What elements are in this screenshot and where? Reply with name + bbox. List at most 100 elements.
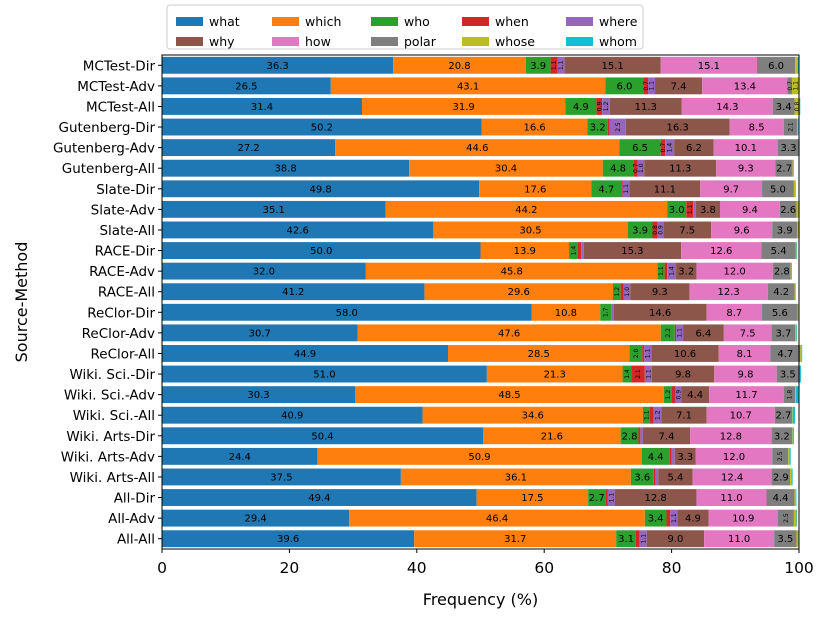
bar-wiki-sci-adv-where: [675, 386, 682, 404]
bar-reclor-dir-why: [613, 303, 707, 321]
bar-gutenberg-all-what: [162, 159, 410, 177]
y-tick-label-mctest-all: MCTest-All: [86, 99, 155, 115]
bar-race-adv-polar: [772, 262, 791, 280]
bar-gutenberg-adv-how: [713, 139, 778, 157]
bar-mctest-dir-when: [550, 56, 558, 74]
bar-reclor-all-whom: [801, 345, 803, 362]
bar-mctest-all-why: [609, 98, 682, 115]
bar-wiki-sci-adv-why: [681, 386, 710, 404]
legend-label-whom: whom: [599, 34, 637, 49]
bar-wiki-sci-adv-how: [709, 386, 784, 404]
x-tick-label-0: 0: [157, 559, 167, 577]
y-tick-label-wiki-arts-all: Wiki. Arts-All: [70, 470, 155, 486]
legend-label-which: which: [305, 14, 341, 29]
data-label-wiki-arts-adv-how: 12.0: [723, 452, 745, 463]
bar-reclor-adv-who: [660, 324, 675, 342]
legend-label-what: what: [209, 14, 240, 29]
data-label-all-dir-why: 12.8: [645, 493, 667, 504]
data-label-mctest-all-polar: 3.4: [776, 102, 792, 113]
data-label-wiki-arts-all-which: 36.1: [505, 472, 527, 483]
data-label-slate-all-why: 7.5: [679, 225, 695, 236]
bar-race-adv-whom: [791, 262, 792, 280]
bar-mctest-dir-how: [660, 56, 757, 74]
data-label-mctest-all-who: 4.9: [573, 102, 589, 113]
bar-slate-all-why: [663, 221, 712, 239]
legend-swatch-where: [566, 17, 593, 26]
bar-wiki-arts-dir-whose: [791, 427, 793, 445]
data-label-reclor-adv-polar: 3.7: [775, 328, 791, 339]
bar-gutenberg-all-how: [716, 159, 776, 177]
data-label-all-adv-where: 1.1: [671, 513, 678, 523]
data-label-mctest-adv-where: 1.1: [649, 81, 656, 91]
data-label-wiki-arts-dir-why: 7.4: [659, 431, 675, 442]
data-label-wiki-arts-adv-who: 4.4: [648, 452, 664, 463]
bar-race-all-where: [623, 283, 631, 301]
data-label-all-all-who: 3.1: [618, 534, 634, 545]
bar-race-adv-why: [676, 262, 697, 280]
data-label-reclor-all-which: 28.5: [528, 349, 550, 360]
y-tick-label-race-adv: RACE-Adv: [89, 264, 155, 280]
data-label-race-dir-what: 50.0: [310, 246, 332, 257]
bar-mctest-all-which: [362, 98, 566, 115]
x-tick-label-80: 80: [662, 559, 682, 577]
y-tick-label-slate-adv: Slate-Adv: [91, 202, 155, 218]
data-label-all-adv-which: 46.4: [486, 514, 508, 525]
bar-slate-adv-which: [385, 200, 668, 218]
bar-reclor-adv-whom: [796, 324, 798, 342]
bar-slate-adv-polar: [779, 200, 797, 218]
data-label-gutenberg-all-where: 1.0: [638, 163, 645, 173]
bar-slate-dir-polar: [762, 180, 794, 198]
bar-mctest-dir-where: [557, 56, 565, 74]
data-label-wiki-arts-all-polar: 2.9: [773, 472, 789, 483]
data-label-mctest-all-how: 14.3: [716, 102, 738, 113]
data-label-slate-adv-polar: 2.6: [780, 205, 796, 216]
data-label-reclor-all-where: 1.1: [645, 349, 652, 359]
bar-slate-dir-when: [621, 180, 623, 198]
bar-wiki-arts-adv-where: [671, 447, 675, 465]
data-label-race-dir-how: 12.6: [710, 246, 732, 257]
y-tick-label-wiki-arts-adv: Wiki. Arts-Adv: [61, 449, 155, 465]
bar-reclor-dir-how: [706, 303, 763, 321]
data-label-wiki-arts-adv-which: 50.9: [468, 452, 490, 463]
bar-race-dir-polar: [761, 242, 796, 259]
bar-race-adv-when: [664, 262, 668, 280]
bar-wiki-arts-dir-who: [620, 427, 639, 445]
bar-mctest-all-who: [565, 98, 597, 115]
bar-gutenberg-dir-polar: [783, 118, 798, 136]
data-label-reclor-all-polar: 4.7: [777, 349, 793, 360]
data-label-reclor-all-who: 2.0: [633, 349, 640, 359]
bar-wiki-sci-all-which: [422, 406, 643, 424]
bar-gutenberg-all-who: [602, 159, 634, 177]
data-label-slate-all-who: 3.9: [632, 225, 648, 236]
data-label-wiki-sci-dir-polar: 3.5: [780, 370, 796, 381]
bar-slate-all-what: [162, 221, 434, 239]
data-label-slate-dir-where: 1.1: [623, 184, 630, 194]
legend-swatch-when: [462, 17, 489, 26]
bar-slate-adv-why: [695, 200, 721, 218]
bar-all-dir-whom: [795, 489, 797, 506]
data-label-slate-adv-which: 44.2: [515, 205, 537, 216]
data-label-all-adv-why: 4.9: [685, 514, 701, 525]
data-label-slate-dir-why: 11.1: [654, 184, 676, 195]
bar-all-all-who: [616, 530, 636, 548]
bar-all-adv-how: [708, 509, 778, 527]
bar-mctest-all-whose: [794, 98, 800, 115]
bar-wiki-sci-adv-whom: [795, 386, 799, 404]
data-label-reclor-dir-how: 8.7: [726, 308, 742, 319]
data-label-slate-adv-what: 35.1: [263, 205, 285, 216]
data-label-race-dir-which: 13.9: [514, 246, 536, 257]
data-label-wiki-sci-adv-why: 4.4: [687, 390, 703, 401]
data-label-wiki-sci-all-where: 1.2: [655, 410, 662, 420]
y-tick-label-wiki-sci-all: Wiki. Sci.-All: [73, 408, 155, 424]
x-tick-label-100: 100: [784, 559, 814, 577]
y-tick-label-gutenberg-dir: Gutenberg-Dir: [59, 120, 156, 136]
bar-wiki-arts-dir-where: [640, 427, 643, 445]
bar-all-adv-where: [670, 509, 678, 527]
data-label-race-adv-which: 45.8: [501, 267, 523, 278]
legend-label-where: where: [599, 14, 638, 29]
bar-slate-dir-whom: [795, 180, 796, 198]
bar-reclor-all-which: [448, 345, 630, 362]
bar-race-all-why: [630, 283, 690, 301]
bar-gutenberg-dir-whom: [797, 118, 799, 136]
bar-gutenberg-dir-which: [481, 118, 588, 136]
